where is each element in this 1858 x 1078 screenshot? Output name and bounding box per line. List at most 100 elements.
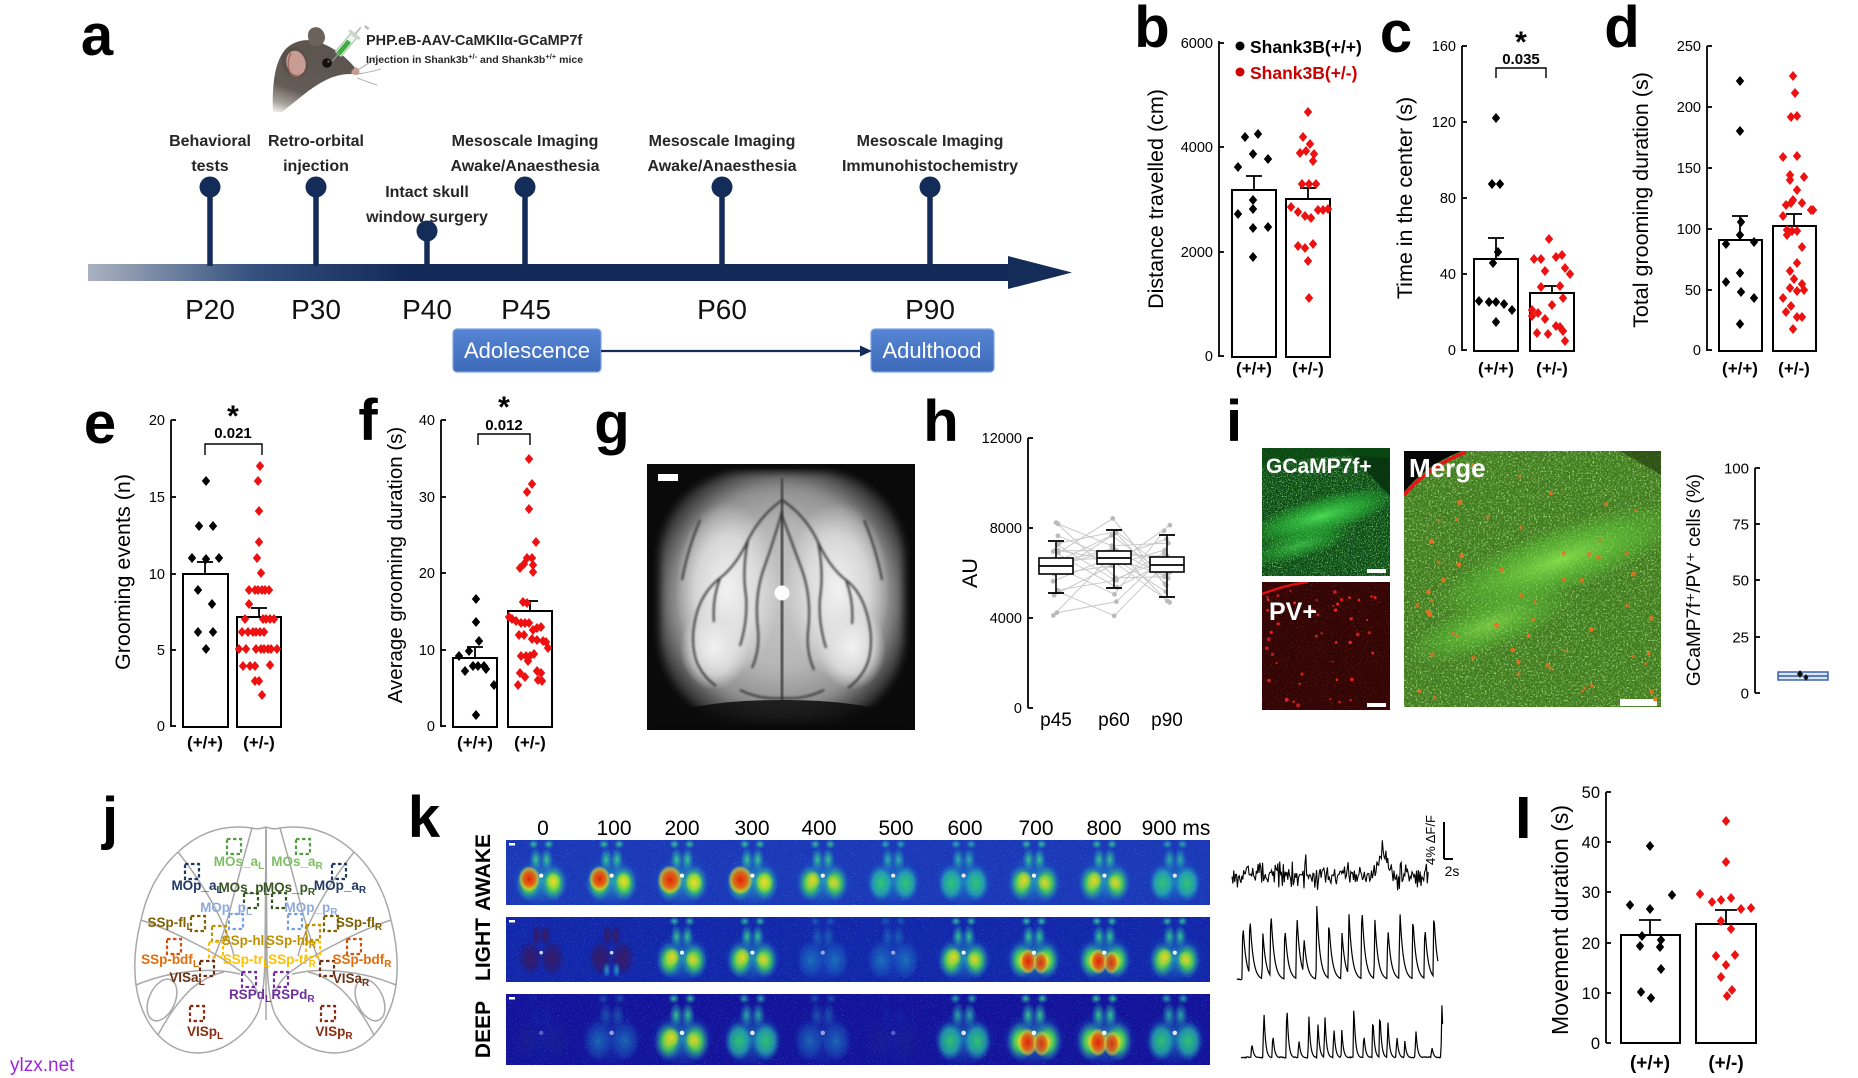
svg-text:DEEP: DEEP	[472, 1001, 495, 1058]
svg-text:window surgery: window surgery	[365, 209, 488, 226]
svg-text:Mesoscale Imaging: Mesoscale Imaging	[649, 133, 796, 150]
svg-text:VISaL: VISaL	[169, 970, 204, 988]
svg-text:MOp_aL: MOp_aL	[171, 878, 222, 896]
svg-text:5: 5	[157, 643, 165, 659]
svg-text:LIGHT: LIGHT	[472, 918, 495, 981]
svg-text:MOp_pR: MOp_pR	[285, 900, 339, 918]
svg-text:(+/+): (+/+)	[1722, 359, 1758, 378]
svg-text:VISpR: VISpR	[315, 1024, 353, 1042]
svg-text:PHP.eB-AAV-CaMKIIα-GCaMP7f: PHP.eB-AAV-CaMKIIα-GCaMP7f	[366, 33, 582, 49]
svg-text:P40: P40	[402, 294, 452, 325]
svg-text:8000: 8000	[990, 521, 1022, 537]
svg-text:Injection in Shank3b+/- and Sh: Injection in Shank3b+/- and Shank3b+/+ m…	[366, 52, 583, 66]
svg-text:SSp-trR: SSp-trR	[268, 952, 317, 970]
svg-text:(+/-): (+/-)	[1778, 359, 1810, 378]
svg-text:2000: 2000	[1181, 245, 1213, 261]
svg-text:Mesoscale Imaging: Mesoscale Imaging	[857, 133, 1004, 150]
svg-text:250: 250	[1677, 39, 1701, 55]
svg-text:b: b	[1134, 0, 1169, 60]
svg-text:(+/-): (+/-)	[1708, 1053, 1743, 1074]
svg-text:40: 40	[1582, 834, 1600, 852]
svg-text:SSp-hlR: SSp-hlR	[266, 933, 317, 951]
svg-text:Intact skull: Intact skull	[385, 184, 469, 201]
svg-text:0: 0	[1448, 343, 1456, 359]
svg-text:Grooming events (n): Grooming events (n)	[111, 474, 135, 670]
svg-text:AU: AU	[958, 558, 982, 588]
svg-text:RSPdR: RSPdR	[271, 987, 315, 1005]
svg-text:10: 10	[149, 567, 165, 583]
svg-text:i: i	[1226, 389, 1242, 454]
svg-text:ylzx.net: ylzx.net	[10, 1055, 75, 1076]
svg-text:0: 0	[1591, 1035, 1600, 1053]
svg-text:Average grooming duration (s): Average grooming duration (s)	[384, 427, 407, 704]
svg-text:500: 500	[878, 817, 913, 840]
svg-text:0.035: 0.035	[1502, 51, 1540, 68]
svg-text:10: 10	[419, 643, 435, 659]
svg-text:GCaMP7f⁺/PV⁺ cells (%): GCaMP7f⁺/PV⁺ cells (%)	[1684, 474, 1705, 686]
svg-text:c: c	[1380, 0, 1412, 65]
svg-text:600: 600	[947, 817, 982, 840]
svg-text:p90: p90	[1151, 710, 1183, 731]
svg-text:Distance travelled (cm): Distance travelled (cm)	[1144, 89, 1168, 309]
svg-text:VISpL: VISpL	[187, 1024, 223, 1042]
svg-text:SSp-hlL: SSp-hlL	[222, 933, 271, 951]
svg-text:300: 300	[734, 817, 769, 840]
svg-text:P30: P30	[291, 294, 341, 325]
svg-text:120: 120	[1432, 115, 1456, 131]
svg-text:Mesoscale Imaging: Mesoscale Imaging	[452, 133, 599, 150]
svg-text:(+/-): (+/-)	[514, 733, 546, 752]
svg-text:PV+: PV+	[1269, 598, 1317, 626]
svg-text:Adulthood: Adulthood	[882, 338, 981, 363]
svg-text:0: 0	[427, 719, 435, 735]
svg-text:AWAKE: AWAKE	[472, 834, 495, 911]
svg-text:80: 80	[1440, 191, 1456, 207]
svg-text:(+/-): (+/-)	[243, 733, 275, 752]
svg-text:injection: injection	[283, 158, 349, 175]
svg-text:40: 40	[1440, 267, 1456, 283]
svg-text:0: 0	[1014, 701, 1022, 717]
svg-text:800: 800	[1086, 817, 1121, 840]
svg-text:SSp-flR: SSp-flR	[336, 915, 383, 933]
svg-text:Movement duration (s): Movement duration (s)	[1547, 805, 1573, 1035]
svg-text:15: 15	[149, 490, 165, 506]
svg-text:0.012: 0.012	[485, 417, 523, 434]
svg-text:SSp-trL: SSp-trL	[223, 952, 270, 970]
svg-text:P45: P45	[501, 294, 551, 325]
svg-text:e: e	[84, 391, 116, 456]
svg-text:h: h	[923, 389, 958, 454]
svg-text:P60: P60	[697, 294, 747, 325]
svg-text:(+/-): (+/-)	[1536, 359, 1568, 378]
svg-text:MOs_pL: MOs_pL	[218, 880, 269, 898]
svg-text:tests: tests	[191, 158, 228, 175]
svg-text:40: 40	[419, 413, 435, 429]
svg-text:400: 400	[801, 817, 836, 840]
svg-text:Behavioral: Behavioral	[169, 133, 251, 150]
svg-text:20: 20	[419, 566, 435, 582]
svg-text:160: 160	[1432, 39, 1456, 55]
svg-text:P90: P90	[905, 294, 955, 325]
svg-text:0: 0	[537, 817, 549, 840]
svg-text:GCaMP7f+: GCaMP7f+	[1266, 455, 1372, 478]
svg-text:MOp_aR: MOp_aR	[314, 878, 367, 896]
svg-text:P20: P20	[185, 294, 235, 325]
svg-text:MOs_aL: MOs_aL	[214, 854, 264, 872]
svg-text:20: 20	[149, 413, 165, 429]
svg-text:900 ms: 900 ms	[1142, 817, 1211, 840]
svg-text:2s: 2s	[1445, 863, 1460, 879]
svg-text:700: 700	[1018, 817, 1053, 840]
svg-text:Shank3B(+/-): Shank3B(+/-)	[1250, 63, 1357, 83]
svg-text:MOs_pR: MOs_pR	[263, 880, 316, 898]
svg-text:0: 0	[1741, 685, 1749, 702]
svg-text:p45: p45	[1040, 710, 1072, 731]
svg-text:12000: 12000	[982, 431, 1022, 447]
svg-text:f: f	[358, 388, 378, 453]
svg-text:200: 200	[1677, 100, 1701, 116]
svg-text:100: 100	[1677, 222, 1701, 238]
svg-text:50: 50	[1685, 283, 1701, 299]
svg-text:MOs_aR: MOs_aR	[271, 854, 323, 872]
svg-text:100: 100	[1724, 460, 1749, 477]
svg-text:(+/-): (+/-)	[1292, 359, 1324, 378]
svg-text:VISaR: VISaR	[333, 971, 370, 989]
svg-text:25: 25	[1732, 629, 1749, 646]
svg-text:Awake/Anaesthesia: Awake/Anaesthesia	[450, 158, 599, 175]
